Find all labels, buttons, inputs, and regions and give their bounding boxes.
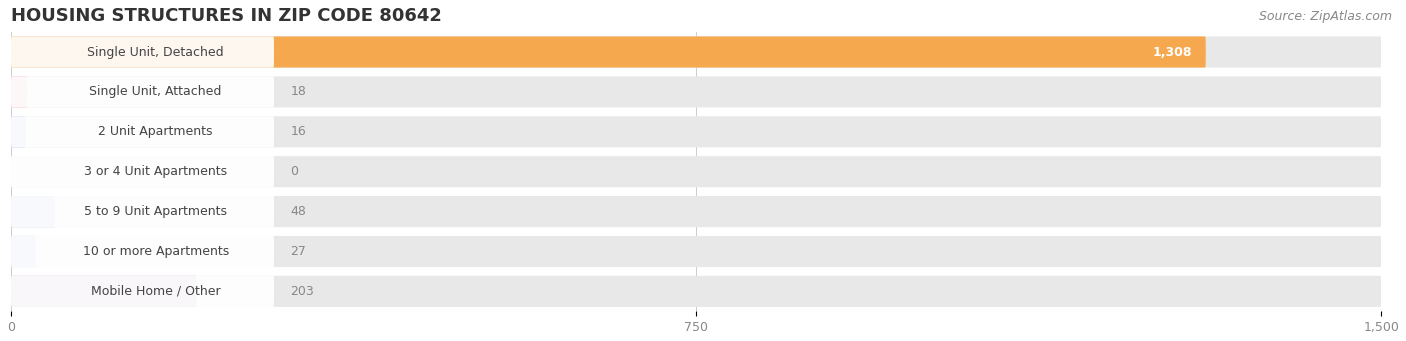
FancyBboxPatch shape bbox=[11, 76, 1381, 107]
FancyBboxPatch shape bbox=[11, 236, 274, 267]
Text: HOUSING STRUCTURES IN ZIP CODE 80642: HOUSING STRUCTURES IN ZIP CODE 80642 bbox=[11, 7, 441, 25]
FancyBboxPatch shape bbox=[11, 236, 35, 267]
FancyBboxPatch shape bbox=[11, 276, 1381, 307]
Text: 0: 0 bbox=[291, 165, 298, 178]
FancyBboxPatch shape bbox=[11, 236, 1381, 267]
FancyBboxPatch shape bbox=[11, 196, 55, 227]
Text: 16: 16 bbox=[291, 125, 307, 138]
FancyBboxPatch shape bbox=[11, 156, 274, 187]
Text: 3 or 4 Unit Apartments: 3 or 4 Unit Apartments bbox=[84, 165, 228, 178]
FancyBboxPatch shape bbox=[11, 76, 27, 107]
FancyBboxPatch shape bbox=[11, 36, 1381, 68]
FancyBboxPatch shape bbox=[11, 276, 274, 307]
Text: 27: 27 bbox=[291, 245, 307, 258]
Text: 48: 48 bbox=[291, 205, 307, 218]
FancyBboxPatch shape bbox=[11, 196, 274, 227]
Text: Single Unit, Detached: Single Unit, Detached bbox=[87, 45, 224, 59]
FancyBboxPatch shape bbox=[11, 36, 1206, 68]
Text: Single Unit, Attached: Single Unit, Attached bbox=[90, 85, 222, 99]
Text: 2 Unit Apartments: 2 Unit Apartments bbox=[98, 125, 212, 138]
FancyBboxPatch shape bbox=[11, 156, 1381, 187]
FancyBboxPatch shape bbox=[11, 196, 1381, 227]
FancyBboxPatch shape bbox=[11, 276, 197, 307]
Text: 1,308: 1,308 bbox=[1153, 45, 1192, 59]
FancyBboxPatch shape bbox=[11, 36, 274, 68]
FancyBboxPatch shape bbox=[11, 116, 274, 147]
Text: 18: 18 bbox=[291, 85, 307, 99]
Text: 10 or more Apartments: 10 or more Apartments bbox=[83, 245, 229, 258]
Text: 203: 203 bbox=[291, 285, 314, 298]
FancyBboxPatch shape bbox=[11, 116, 25, 147]
FancyBboxPatch shape bbox=[11, 116, 1381, 147]
Text: Mobile Home / Other: Mobile Home / Other bbox=[91, 285, 221, 298]
Text: 5 to 9 Unit Apartments: 5 to 9 Unit Apartments bbox=[84, 205, 228, 218]
FancyBboxPatch shape bbox=[11, 76, 274, 107]
Text: Source: ZipAtlas.com: Source: ZipAtlas.com bbox=[1258, 10, 1392, 23]
